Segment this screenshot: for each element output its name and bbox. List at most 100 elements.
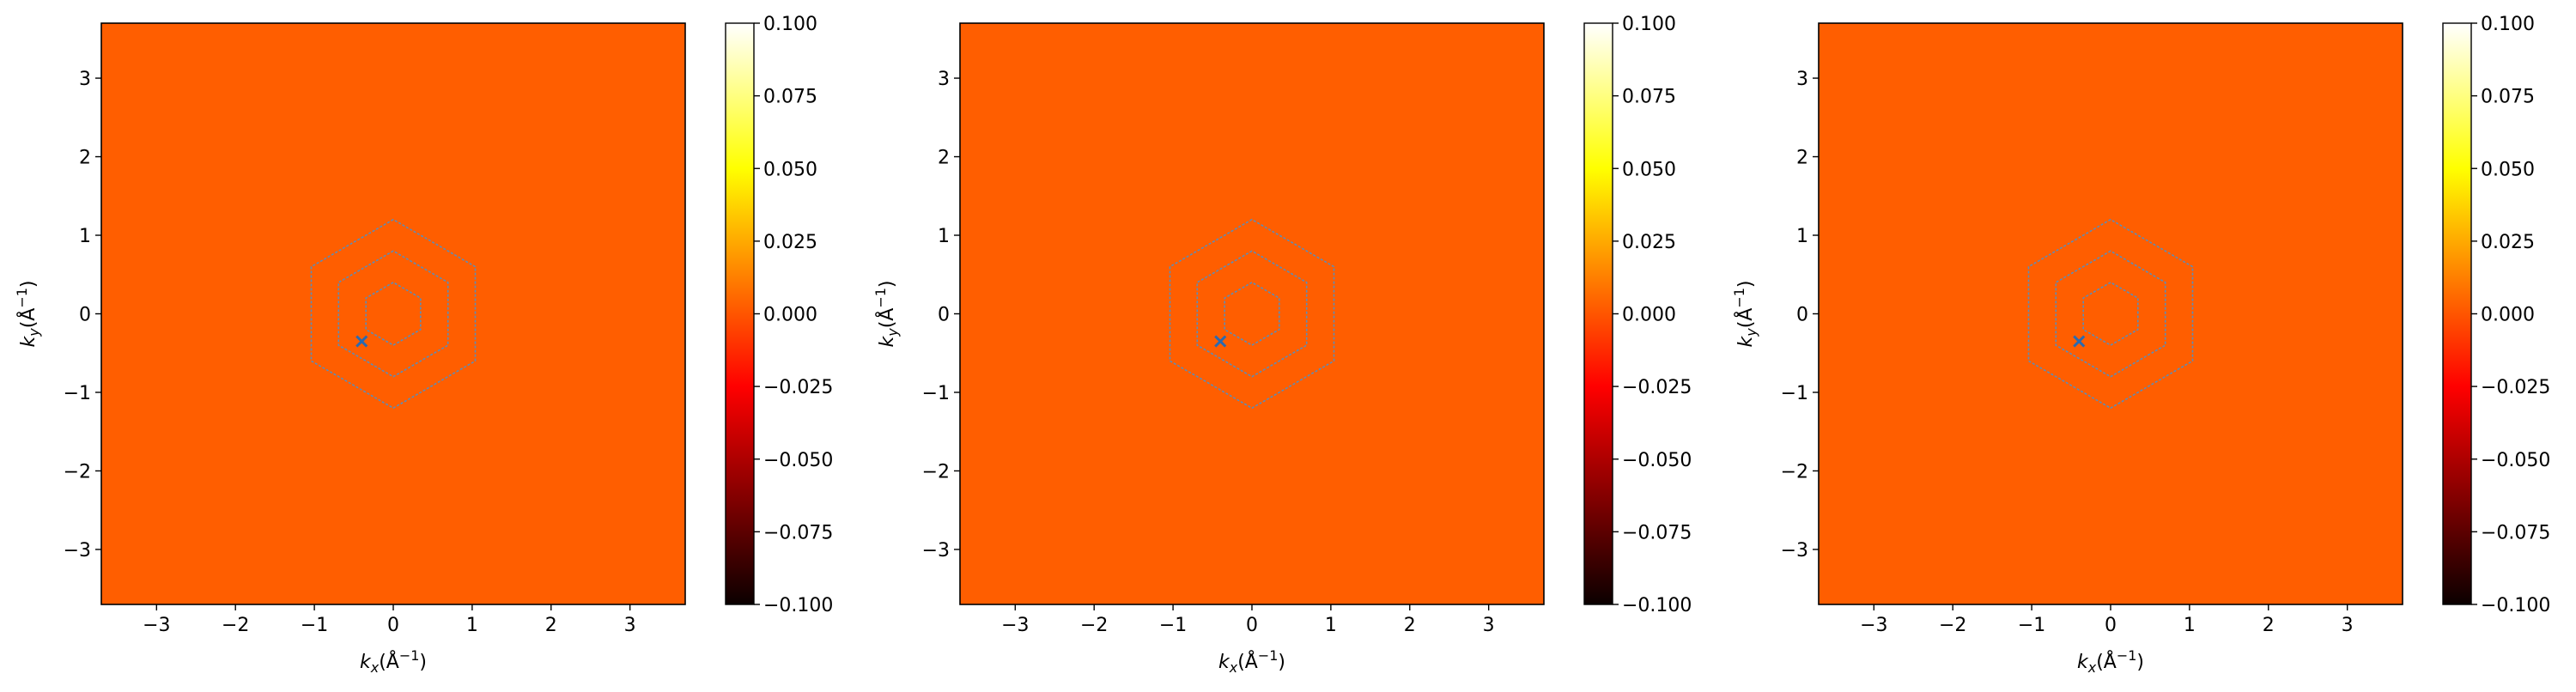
x-tick-label: 2 — [1404, 615, 1416, 636]
colorbar-tick-label: −0.025 — [763, 377, 833, 398]
x-tick-label: −3 — [143, 615, 170, 636]
marker-x — [355, 335, 368, 348]
colorbar-tick-label: 0.100 — [1622, 14, 1676, 35]
hexagon-contour-1 — [1169, 218, 1335, 410]
y-tick-label: 2 — [938, 148, 950, 169]
colorbar-tick-label: 0.075 — [1622, 87, 1676, 108]
marker-x — [2073, 335, 2086, 348]
colorbar-tick-label: 0.075 — [2481, 87, 2535, 108]
y-tick-label: −3 — [922, 540, 950, 561]
x-tick-label: −2 — [222, 615, 249, 636]
colorbar-tick-label: −0.075 — [763, 522, 833, 543]
heatmap-field — [1819, 23, 2403, 604]
colorbar-gradient — [726, 23, 754, 604]
colorbar-tick-label: 0.050 — [2481, 159, 2535, 180]
chart-panel-2: −3 −2 −1 0 1 2 3 −3 −2 −1 0 1 2 3 kx(Å−1) ky(Å−1) −0.100… — [872, 14, 1692, 676]
colorbar-tick-label: 0.100 — [763, 14, 817, 35]
y-tick-label: −2 — [1781, 461, 1808, 483]
hexagon-contour-2 — [1196, 250, 1308, 378]
x-tick-label: 1 — [1325, 615, 1337, 636]
marker-stroke — [2073, 335, 2086, 348]
x-axis-label: kx(Å−1) — [2077, 647, 2144, 676]
colorbar-tick-label: −0.050 — [2481, 450, 2550, 471]
hexagon-contour-2 — [2055, 250, 2166, 378]
y-tick-label: 2 — [79, 148, 91, 169]
hexagon-contour-1 — [310, 218, 477, 410]
x-tick-label: 1 — [466, 615, 478, 636]
y-tick-label: −3 — [64, 540, 91, 561]
colorbar-tick-label: −0.025 — [1622, 377, 1692, 398]
x-tick-label: 0 — [1246, 615, 1258, 636]
colorbar-tick-label: −0.100 — [763, 595, 833, 616]
x-tick-label: 3 — [1483, 615, 1495, 636]
colorbar-tick-label: 0.100 — [2481, 14, 2535, 35]
x-axis-label: kx(Å−1) — [1218, 647, 1285, 676]
colorbar-tick-label: −0.100 — [2481, 595, 2550, 616]
marker-stroke — [355, 335, 368, 348]
y-tick-label: 0 — [1796, 305, 1808, 326]
hexagon-contour-1 — [2027, 218, 2194, 410]
y-tick-label: −2 — [922, 461, 950, 483]
x-tick-label: 1 — [2184, 615, 2196, 636]
hexagon-contour-3 — [1224, 281, 1280, 347]
y-tick-label: −1 — [1781, 383, 1808, 404]
heatmap-field — [960, 23, 1544, 604]
y-tick-label: 2 — [1796, 148, 1808, 169]
x-tick-label: −1 — [1159, 615, 1187, 636]
colorbar-gradient — [2443, 23, 2471, 604]
x-tick-label: 0 — [387, 615, 399, 636]
colorbar-tick-label: −0.075 — [1622, 522, 1692, 543]
x-tick-label: −3 — [1860, 615, 1887, 636]
y-axis-label: ky(Å−1) — [872, 280, 901, 347]
chart-panel-3: −3 −2 −1 0 1 2 3 −3 −2 −1 0 1 2 3 kx(Å−1) ky(Å−1) −0.100… — [1731, 14, 2550, 676]
x-axis-label: kx(Å−1) — [360, 647, 427, 676]
colorbar-tick-label: −0.100 — [1622, 595, 1692, 616]
y-tick-label: −3 — [1781, 540, 1808, 561]
hexagon-contour-2 — [337, 250, 449, 378]
y-tick-label: 0 — [938, 305, 950, 326]
y-tick-label: −2 — [64, 461, 91, 483]
chart-panel-1: −3 −2 −1 0 1 2 3 −3 −2 −1 0 1 2 3 kx(Å−1) ky(Å−1) −0.100… — [14, 14, 833, 676]
x-tick-label: 3 — [624, 615, 636, 636]
colorbar-tick-label: 0.000 — [2481, 305, 2535, 326]
y-tick-label: −1 — [922, 383, 950, 404]
colorbar-tick-label: 0.050 — [1622, 159, 1676, 180]
y-tick-label: 3 — [938, 69, 950, 90]
x-tick-label: 2 — [545, 615, 557, 636]
colorbar-tick-label: 0.000 — [1622, 305, 1676, 326]
colorbar-tick-label: 0.050 — [763, 159, 817, 180]
x-tick-label: −1 — [2018, 615, 2045, 636]
y-tick-label: 3 — [1796, 69, 1808, 90]
hexagon-contour-3 — [365, 281, 422, 347]
y-tick-label: 1 — [938, 226, 950, 247]
y-tick-label: 0 — [79, 305, 91, 326]
x-tick-label: −1 — [301, 615, 328, 636]
y-tick-label: −1 — [64, 383, 91, 404]
colorbar-tick-label: −0.050 — [763, 450, 833, 471]
colorbar-tick-label: −0.025 — [2481, 377, 2550, 398]
y-tick-label: 1 — [1796, 226, 1808, 247]
hexagon-contour-3 — [2082, 281, 2139, 347]
x-tick-label: 0 — [2105, 615, 2117, 636]
colorbar-tick-label: 0.025 — [2481, 232, 2535, 253]
colorbar-tick-label: 0.000 — [763, 305, 817, 326]
x-tick-label: −2 — [1939, 615, 1966, 636]
marker-stroke — [1214, 335, 1227, 348]
colorbar-tick-label: −0.050 — [1622, 450, 1692, 471]
marker-x — [1214, 335, 1227, 348]
x-tick-label: −2 — [1080, 615, 1108, 636]
y-axis-label: ky(Å−1) — [14, 280, 42, 347]
colorbar-tick-label: −0.075 — [2481, 522, 2550, 543]
colorbar-tick-label: 0.025 — [1622, 232, 1676, 253]
heatmap-field — [101, 23, 685, 604]
x-tick-label: −3 — [1001, 615, 1029, 636]
x-tick-label: 2 — [2263, 615, 2275, 636]
colorbar-gradient — [1584, 23, 1613, 604]
colorbar-tick-label: 0.025 — [763, 232, 817, 253]
y-tick-label: 3 — [79, 69, 91, 90]
x-tick-label: 3 — [2342, 615, 2354, 636]
y-tick-label: 1 — [79, 226, 91, 247]
colorbar-tick-label: 0.075 — [763, 87, 817, 108]
y-axis-label: ky(Å−1) — [1731, 280, 1759, 347]
